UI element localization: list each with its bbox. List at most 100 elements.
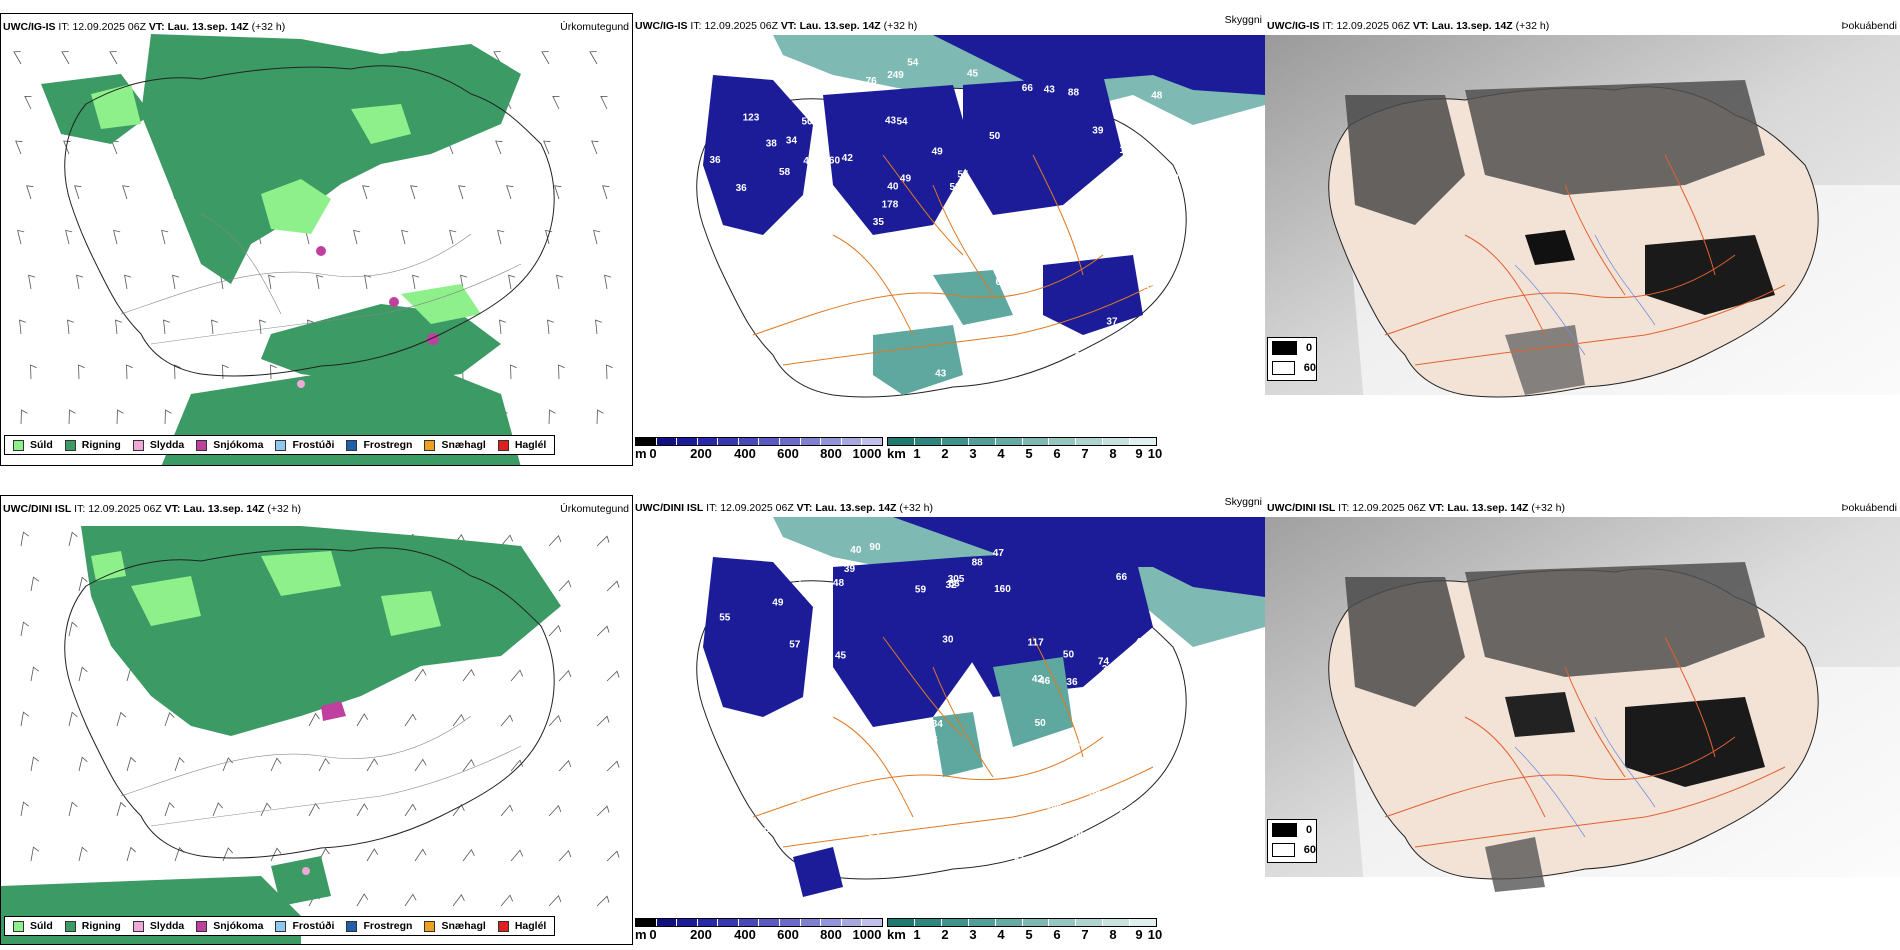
wind-barb — [593, 229, 601, 245]
cloud-base-label: 40 — [804, 286, 816, 297]
cloud-base-label: 34 — [786, 136, 798, 147]
precip-map — [13, 34, 613, 465]
wind-barb — [596, 625, 610, 637]
cloud-base-labels: 48 36 29 35 50 32 43 49 39 42 65 56 54 55 53 123 249 752 1… — [710, 58, 1180, 384]
legend-swatch — [275, 920, 287, 932]
cloud-base-label: 184 — [926, 719, 943, 730]
legend-label: Snjókoma — [213, 920, 264, 932]
colorbar-segment — [1049, 919, 1077, 926]
cloud-base-label: 49 — [772, 597, 784, 608]
legend-item: Snjókoma — [196, 439, 263, 451]
cloud-base-label: 94 — [927, 307, 939, 318]
cloud-base-label: 66 — [1022, 83, 1034, 94]
wind-barb — [126, 756, 137, 772]
wind-barb — [462, 849, 475, 862]
roads — [120, 715, 522, 827]
legend-label: Haglél — [514, 439, 547, 451]
wind-barb — [589, 51, 598, 65]
legend-item: Frostúði — [275, 439, 334, 451]
wind-barb — [78, 576, 88, 592]
model-name: UWC/DINI ISL — [3, 503, 72, 515]
colorbar-segment — [718, 919, 739, 926]
visibility-colorbar — [887, 437, 1157, 446]
wind-barb — [500, 534, 514, 547]
cloud-base-label: 63 — [949, 579, 961, 590]
wind-barb — [606, 670, 620, 682]
scale-tick: 5 — [1025, 446, 1033, 461]
cloud-base-label: 36 — [1066, 677, 1078, 688]
legend-swatch — [13, 920, 24, 932]
wind-barb — [163, 319, 170, 335]
it-label: IT: — [690, 20, 702, 32]
cloud-base-labels: 8945473037397486665710255543753494248393… — [719, 542, 1180, 865]
wind-barb — [115, 319, 122, 335]
colorbar-segment — [914, 919, 942, 926]
wind-barb — [541, 51, 550, 65]
cloud-base-label: 39 — [911, 785, 923, 796]
cloud-base-ticks: m 0 200 400 600 800 1000 — [635, 446, 883, 461]
colorbar-segment — [759, 919, 781, 926]
cloud-base-label: 102 — [1138, 664, 1155, 675]
wind-barb — [606, 760, 620, 772]
legend-swatch — [64, 439, 76, 451]
colorbar-segment — [677, 919, 698, 926]
visibility-colorbar — [887, 918, 1157, 927]
visibility-scale: km 1 2 3 4 5 6 7 8 9 10 — [887, 437, 1162, 461]
colorbar-segment — [1103, 438, 1131, 445]
colorbar-segment — [1049, 438, 1077, 445]
scale-tick: 7 — [1081, 927, 1089, 942]
cloud-base-label: 37 — [875, 845, 887, 856]
scale-tick: 8 — [1109, 446, 1117, 461]
cloud-base-label: 74 — [1098, 657, 1110, 668]
wind-barb — [211, 319, 218, 335]
wind-barb — [17, 229, 25, 245]
panel-header: UWC/IG-IS IT: 12.09.2025 06Z VT: Lau. 13… — [1, 16, 632, 38]
legend-swatch — [13, 439, 24, 451]
roads — [1384, 154, 1786, 366]
wind-barb — [462, 669, 475, 682]
legend-item: Snjókoma — [196, 920, 263, 932]
cloud-base-label: 104 — [1005, 264, 1022, 275]
wind-barb — [449, 229, 457, 245]
wind-barb — [174, 757, 185, 772]
lead-time: (+32 h) — [251, 21, 286, 33]
legend-item: Slydda — [132, 439, 184, 451]
cloud-base-label: 310 — [1154, 233, 1171, 244]
scale-unit: km — [887, 927, 906, 942]
wind-barb — [174, 364, 181, 380]
panel-header: UWC/IG-IS IT: 12.09.2025 06Z VT: Lau. 13… — [633, 15, 1265, 37]
wind-barb — [548, 409, 556, 425]
cloud-base-label: 29 — [1120, 102, 1132, 113]
wind-barb — [412, 274, 420, 290]
wind-barb — [558, 670, 572, 682]
scale-tick: 9 — [1135, 927, 1143, 942]
cloud-base-label: 39 — [730, 716, 742, 727]
vt-label: VT: — [796, 502, 813, 514]
cloud-base-label: 48 — [1151, 90, 1163, 101]
wind-barb — [65, 229, 73, 245]
wind-barb — [506, 185, 514, 200]
cloud-base-label: 150 — [809, 724, 826, 735]
wind-barb — [606, 850, 620, 862]
cloud-base-label: 305 — [948, 574, 965, 585]
cloud-base-label: 91 — [718, 368, 730, 379]
colorbar-segment — [1130, 438, 1157, 445]
cloud-base-label: 41 — [950, 191, 962, 202]
wind-barb — [414, 758, 427, 772]
wind-barb — [510, 849, 524, 862]
legend-item: Haglél — [497, 920, 546, 932]
cloud-base-label: 266 — [835, 339, 852, 350]
legend-swatch — [424, 920, 436, 932]
wind-barb — [554, 185, 562, 200]
wind-barb — [596, 535, 610, 547]
wind-barb — [109, 51, 118, 65]
panel-header: UWC/DINI ISL IT: 12.09.2025 06Z VT: Lau.… — [1265, 497, 1900, 519]
wind-barb — [462, 759, 475, 772]
cloud-base-label: 58 — [1072, 830, 1084, 841]
wind-barb — [356, 893, 369, 907]
precip-areas — [1, 526, 561, 944]
legend-swatch — [132, 439, 144, 451]
wind-barb — [20, 409, 28, 425]
cloud-base-label: 63 — [1075, 351, 1087, 362]
wind-barb — [126, 364, 133, 380]
